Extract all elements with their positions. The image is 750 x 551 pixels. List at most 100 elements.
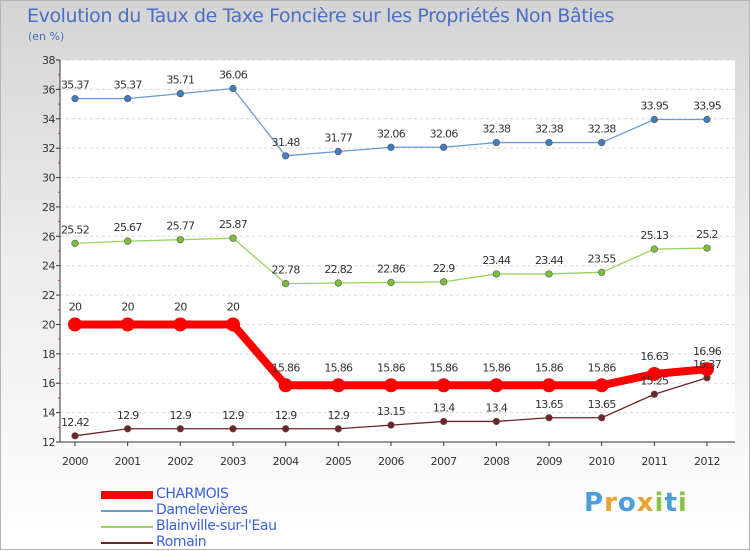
x-tick-label: 2009 — [536, 455, 562, 468]
data-label: 20 — [69, 300, 82, 313]
data-label: 15.86 — [535, 361, 564, 374]
data-point — [545, 270, 553, 278]
data-point — [229, 425, 237, 433]
y-tick-label: 32 — [42, 142, 55, 155]
data-label: 13.4 — [433, 401, 455, 414]
data-label: 15.86 — [377, 361, 406, 374]
x-tick-label: 2007 — [431, 455, 457, 468]
data-point — [436, 378, 451, 393]
legend-label: Damelevières — [156, 502, 248, 518]
legend-swatch — [101, 542, 153, 544]
data-label: 20 — [174, 300, 187, 313]
data-label: 25.2 — [696, 228, 718, 241]
data-point — [598, 138, 606, 147]
data-point — [703, 244, 711, 252]
data-label: 25.52 — [61, 223, 89, 236]
data-point — [173, 317, 188, 332]
data-label: 12.9 — [275, 409, 297, 422]
data-point — [594, 378, 609, 393]
data-label: 36.06 — [219, 69, 248, 82]
data-label: 31.48 — [272, 136, 301, 149]
y-tick-label: 12 — [42, 436, 55, 449]
data-point — [387, 278, 395, 287]
data-label: 15.86 — [588, 361, 617, 374]
data-label: 15.25 — [640, 374, 669, 387]
data-point — [542, 378, 556, 393]
y-tick-label: 38 — [42, 54, 55, 67]
data-point — [334, 147, 342, 156]
chart-title: Evolution du Taux de Taxe Foncière sur l… — [27, 5, 615, 27]
data-label: 32.06 — [377, 127, 406, 140]
data-point — [176, 90, 184, 98]
data-point — [598, 268, 606, 276]
data-label: 32.38 — [482, 123, 511, 136]
data-label: 12.9 — [117, 409, 139, 422]
y-tick-label: 30 — [42, 172, 55, 185]
legend-label: Romain — [156, 534, 207, 550]
data-label: 15.86 — [324, 361, 353, 374]
x-tick-label: 2000 — [62, 455, 88, 468]
data-label: 20 — [121, 300, 134, 313]
x-tick-label: 2002 — [167, 455, 193, 468]
data-label: 31.77 — [324, 132, 353, 145]
data-label: 33.95 — [693, 100, 722, 113]
chart-subtitle: (en %) — [28, 30, 65, 43]
legend-label: CHARMOIS — [156, 486, 229, 502]
data-label: 35.71 — [166, 74, 194, 87]
data-point — [650, 115, 658, 124]
data-label: 15.86 — [430, 361, 459, 374]
data-label: 32.38 — [535, 123, 564, 136]
data-label: 22.78 — [272, 264, 301, 277]
data-label: 25.67 — [114, 221, 143, 234]
data-label: 13.4 — [485, 401, 507, 414]
y-tick-label: 20 — [42, 318, 55, 331]
data-point — [703, 115, 711, 124]
data-label: 15.86 — [272, 361, 301, 374]
x-tick-label: 2012 — [694, 455, 720, 468]
data-point — [176, 236, 184, 244]
logo-letter: t — [664, 488, 678, 518]
y-tick-label: 22 — [42, 289, 55, 302]
y-tick-label: 36 — [42, 83, 55, 96]
data-point — [71, 239, 79, 247]
data-point — [334, 279, 342, 287]
data-point — [650, 245, 658, 253]
data-point — [700, 362, 714, 377]
x-tick-label: 2005 — [325, 455, 351, 468]
data-point — [331, 378, 346, 393]
data-point — [71, 432, 79, 440]
logo-letter: P — [584, 488, 605, 518]
data-label: 23.44 — [482, 254, 511, 267]
data-label: 12.9 — [169, 409, 191, 422]
proxiti-logo: Proxiti — [584, 488, 688, 518]
data-point — [440, 143, 448, 151]
data-label: 13.15 — [377, 405, 406, 418]
x-tick-label: 2008 — [483, 455, 509, 468]
data-label: 16.37 — [693, 358, 722, 371]
data-label: 15.86 — [482, 361, 511, 374]
data-point — [647, 366, 662, 381]
data-point — [334, 425, 342, 433]
legend-swatch — [101, 526, 153, 528]
data-point — [68, 317, 82, 332]
data-label: 13.65 — [535, 398, 564, 411]
data-label: 22.82 — [324, 263, 352, 276]
legend-swatch — [101, 510, 153, 512]
logo-letter: o — [617, 488, 637, 518]
y-tick-label: 34 — [42, 113, 55, 126]
data-label: 23.55 — [588, 252, 617, 265]
data-label: 12.9 — [327, 409, 349, 422]
data-label: 16.96 — [693, 345, 722, 358]
data-label: 35.37 — [114, 79, 143, 92]
data-point — [124, 95, 132, 103]
data-point — [282, 152, 290, 160]
data-point — [440, 278, 448, 286]
data-point — [278, 378, 293, 393]
data-point — [282, 425, 290, 433]
logo-letter: i — [654, 488, 665, 518]
y-tick-label: 14 — [42, 407, 55, 420]
x-tick-label: 2001 — [115, 455, 141, 468]
data-point — [120, 317, 135, 332]
data-point — [226, 317, 240, 332]
